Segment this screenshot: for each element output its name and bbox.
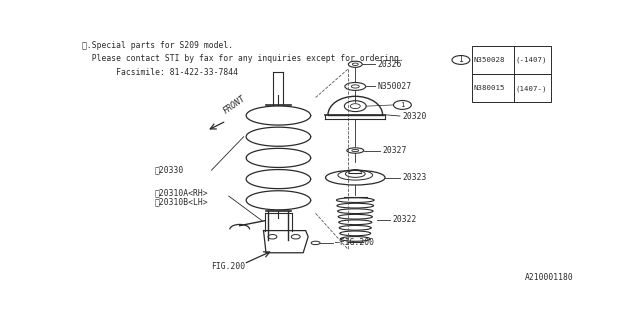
Text: ※.Special parts for S209 model.: ※.Special parts for S209 model.: [83, 41, 234, 50]
Text: (1407-): (1407-): [516, 85, 547, 92]
Text: N380015: N380015: [474, 85, 506, 91]
Text: 20327: 20327: [383, 146, 407, 155]
Text: —FIG.200: —FIG.200: [335, 238, 374, 247]
Text: ※20310B<LH>: ※20310B<LH>: [154, 198, 208, 207]
Text: Facsimile: 81-422-33-7844: Facsimile: 81-422-33-7844: [83, 68, 239, 77]
Text: FIG.200: FIG.200: [211, 262, 246, 271]
Text: (-1407): (-1407): [516, 57, 547, 63]
Text: 20323: 20323: [403, 173, 427, 182]
Text: 20326: 20326: [378, 60, 402, 69]
Text: N350027: N350027: [378, 82, 412, 91]
Text: A210001180: A210001180: [525, 273, 573, 282]
Text: 20320: 20320: [403, 111, 427, 121]
Text: 1: 1: [458, 55, 463, 64]
Text: ※20310A<RH>: ※20310A<RH>: [154, 188, 208, 197]
Text: 1: 1: [400, 102, 404, 108]
Text: ※20330: ※20330: [154, 166, 184, 175]
Text: FRONT: FRONT: [221, 94, 247, 116]
Text: 20322: 20322: [392, 215, 417, 224]
Text: Please contact STI by fax for any inquiries except for ordering.: Please contact STI by fax for any inquir…: [83, 54, 404, 63]
Text: N350028: N350028: [474, 57, 506, 63]
